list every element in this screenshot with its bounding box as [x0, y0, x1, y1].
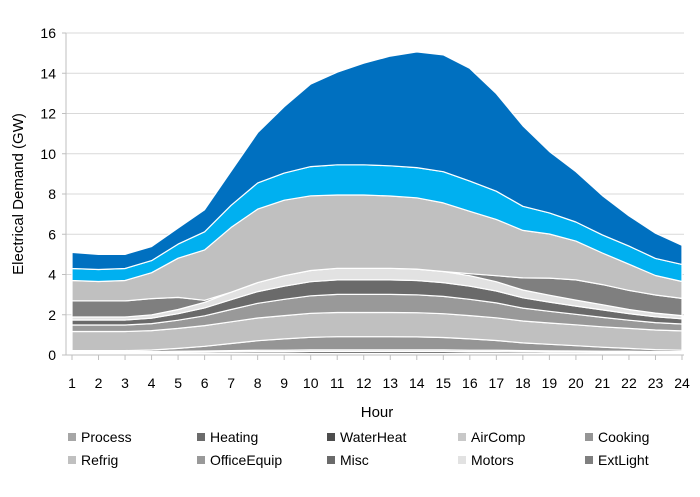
- legend-label: WaterHeat: [340, 429, 407, 445]
- legend-label: Motors: [471, 452, 514, 468]
- legend-label: Process: [81, 429, 132, 445]
- legend-item-officeequip: OfficeEquip: [197, 452, 282, 468]
- legend-label: Misc: [340, 452, 369, 468]
- y-tick-label: 12: [40, 106, 56, 122]
- x-axis-label: Hour: [361, 404, 394, 421]
- x-tick-label: 23: [648, 375, 664, 391]
- x-tick-label: 7: [227, 375, 235, 391]
- legend-label: ExtLight: [598, 452, 649, 468]
- legend-item-aircomp: AirComp: [458, 429, 526, 445]
- y-tick-label: 16: [40, 25, 56, 41]
- x-tick-label: 6: [201, 375, 209, 391]
- axes: [62, 32, 684, 360]
- legend-item-waterheat: WaterHeat: [327, 429, 407, 445]
- x-tick-label: 9: [280, 375, 288, 391]
- legend-item-cooking: Cooking: [585, 429, 649, 445]
- area-series-13: [71, 51, 683, 271]
- legend-swatch: [197, 456, 205, 464]
- x-tick-label: 5: [174, 375, 182, 391]
- legend-item-misc: Misc: [327, 452, 369, 468]
- legend-item-extlight: ExtLight: [585, 452, 649, 468]
- legend-item-motors: Motors: [458, 452, 514, 468]
- x-tick-label: 8: [254, 375, 262, 391]
- legend-label: Heating: [210, 429, 258, 445]
- legend-label: AirComp: [471, 429, 526, 445]
- y-tick-label: 8: [48, 186, 56, 202]
- x-tick-label: 16: [462, 375, 478, 391]
- x-tick-label: 3: [121, 375, 129, 391]
- x-tick-label: 18: [515, 375, 531, 391]
- legend-swatch: [585, 456, 593, 464]
- x-tick-label: 19: [542, 375, 558, 391]
- y-tick-label: 2: [48, 307, 56, 323]
- legend-swatch: [585, 433, 593, 441]
- x-tick-label: 13: [382, 375, 398, 391]
- x-tick-label: 21: [595, 375, 611, 391]
- x-tick-label: 1: [68, 375, 76, 391]
- legend-label: Refrig: [81, 452, 118, 468]
- area-series: [71, 51, 683, 356]
- x-tick-label: 14: [409, 375, 425, 391]
- legend-swatch: [458, 456, 466, 464]
- legend-label: OfficeEquip: [210, 452, 282, 468]
- x-tick-label: 15: [436, 375, 452, 391]
- y-tick-label: 4: [48, 267, 56, 283]
- legend-swatch: [458, 433, 466, 441]
- legend-swatch: [68, 433, 76, 441]
- x-tick-label: 11: [330, 375, 345, 391]
- y-axis-label: Electrical Demand (GW): [10, 113, 27, 275]
- x-tick-label: 24: [674, 375, 690, 391]
- x-tick-label: 22: [621, 375, 637, 391]
- legend-item-heating: Heating: [197, 429, 258, 445]
- legend-swatch: [327, 433, 335, 441]
- legend-item-process: Process: [68, 429, 132, 445]
- y-tick-label: 0: [48, 347, 56, 363]
- y-tick-label: 10: [40, 146, 56, 162]
- x-tick-label: 4: [148, 375, 156, 391]
- legend-label: Cooking: [598, 429, 649, 445]
- x-tick-label: 17: [489, 375, 505, 391]
- x-tick-labels: 1 2 3 4 5 6 7 8 9 10 11 12 13 14 15 16 17 18 19 20 21 22 23 24: [68, 375, 690, 391]
- x-tick-label: 12: [356, 375, 372, 391]
- legend-swatch: [327, 456, 335, 464]
- x-tick-label: 2: [95, 375, 103, 391]
- legend: Process Heating WaterHeat AirComp Cooking Ref…: [68, 429, 649, 468]
- y-tick-label: 14: [40, 65, 56, 81]
- x-tick-label: 20: [568, 375, 584, 391]
- legend-swatch: [197, 433, 205, 441]
- legend-item-refrig: Refrig: [68, 452, 118, 468]
- legend-swatch: [68, 456, 76, 464]
- y-tick-label: 6: [48, 226, 56, 242]
- y-tick-labels: 0 2 4 6 8 10 12 14 16: [40, 25, 56, 363]
- x-tick-label: 10: [303, 375, 319, 391]
